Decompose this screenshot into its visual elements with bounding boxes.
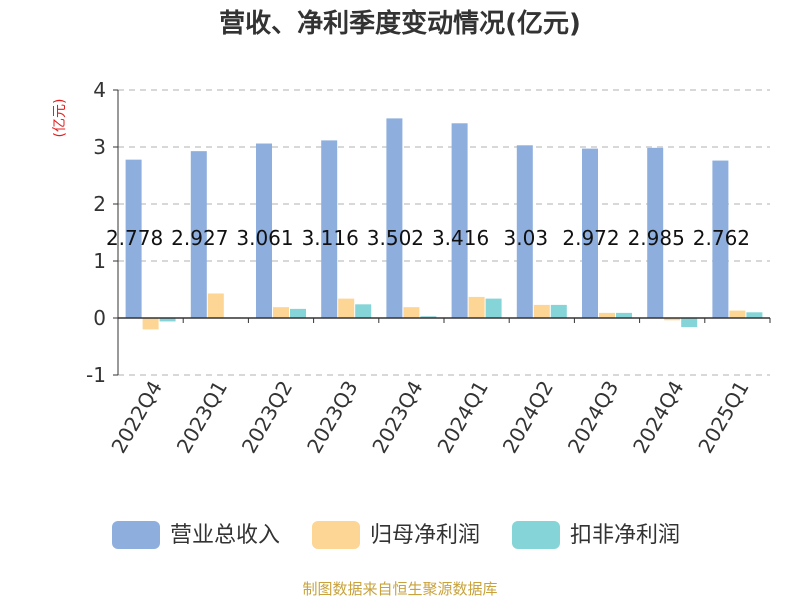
legend-swatch (112, 521, 160, 549)
y-tick-labels: -1 0 1 2 3 4 (86, 78, 106, 387)
bar-2023Q2-1 (273, 307, 289, 318)
data-label: 2.972 (562, 226, 619, 250)
legend-swatch (512, 521, 560, 549)
bar-2023Q1-0 (190, 151, 207, 318)
legend-label: 归母净利润 (370, 523, 480, 548)
bar-2024Q1-2 (485, 298, 502, 318)
x-tick-label: 2025Q1 (693, 377, 753, 458)
bar-2024Q4-2 (681, 318, 698, 328)
x-tick-label: 2024Q4 (628, 377, 688, 458)
source-note: 制图数据来自恒生聚源数据库 (302, 580, 497, 598)
bar-2025Q1-2 (746, 312, 763, 318)
bar-2024Q2-2 (550, 304, 567, 318)
bar-2024Q1-0 (451, 123, 468, 319)
x-tick-label: 2024Q3 (563, 377, 623, 458)
bar-2023Q2-2 (290, 308, 306, 318)
data-label: 2.985 (628, 226, 685, 250)
y-axis-unit-label: (亿元) (52, 99, 68, 138)
bar-2024Q3-1 (599, 312, 615, 318)
bar-2022Q4-2 (159, 318, 176, 322)
data-label: 3.416 (432, 226, 489, 250)
x-tick-label: 2024Q1 (432, 376, 492, 457)
bar-2023Q4-0 (386, 118, 403, 318)
data-label: 2.762 (693, 226, 750, 250)
bar-2024Q2-1 (533, 304, 550, 318)
legend-label: 扣非净利润 (570, 523, 680, 548)
bar-2024Q1-1 (468, 296, 485, 318)
y-tick-label: -1 (86, 363, 106, 387)
x-tick-label: 2023Q4 (367, 377, 427, 458)
y-tick-label: 2 (93, 192, 106, 216)
bar-2023Q4-2 (420, 316, 437, 318)
y-tick-label: 0 (93, 306, 106, 330)
bar-2025Q1-0 (712, 160, 729, 318)
x-tick-label: 2023Q1 (172, 377, 232, 458)
x-tick-labels: 2022Q4 2023Q1 2023Q2 2023Q3 2023Q4 2024Q1 2024… (106, 376, 753, 457)
x-tick-label: 2023Q2 (237, 377, 297, 458)
bar-2023Q2-0 (256, 143, 272, 318)
x-tick-label: 2022Q4 (106, 377, 166, 458)
data-label: 3.03 (504, 226, 549, 250)
bar-2023Q1-1 (207, 293, 224, 318)
y-tick-label: 3 (93, 135, 106, 159)
bar-2022Q4-0 (125, 159, 142, 318)
bar-2024Q3-0 (582, 148, 598, 318)
data-label: 3.061 (236, 226, 293, 250)
x-tick-label: 2023Q3 (302, 377, 362, 458)
chart-title: 营收、净利季度变动情况(亿元) (219, 8, 581, 39)
legend-swatch (312, 521, 360, 549)
legend: 营业总收入 归母净利润 扣非净利润 (112, 521, 680, 549)
bar-2023Q3-1 (338, 298, 355, 318)
y-tick-label: 4 (93, 78, 106, 102)
bar-2022Q4-1 (142, 318, 159, 330)
bars (125, 118, 763, 330)
bar-2025Q1-1 (729, 310, 746, 318)
y-tick-label: 1 (93, 249, 106, 273)
data-label: 3.116 (302, 226, 359, 250)
legend-label: 营业总收入 (170, 523, 280, 548)
axes (113, 89, 771, 376)
bar-2023Q4-1 (403, 307, 420, 318)
data-labels: 2.778 2.927 3.061 3.116 3.502 3.416 3.03 2.972 2… (106, 226, 750, 250)
bar-2023Q3-0 (321, 140, 338, 318)
bar-2024Q4-0 (647, 147, 664, 318)
bar-2024Q3-2 (616, 312, 632, 318)
bar-2023Q3-2 (355, 304, 372, 318)
x-tick-label: 2024Q2 (498, 377, 558, 458)
bar-2024Q2-0 (516, 145, 533, 318)
data-label: 2.778 (106, 226, 163, 250)
data-label: 3.502 (367, 226, 424, 250)
data-label: 2.927 (171, 226, 228, 250)
bar-2024Q4-1 (664, 318, 681, 321)
